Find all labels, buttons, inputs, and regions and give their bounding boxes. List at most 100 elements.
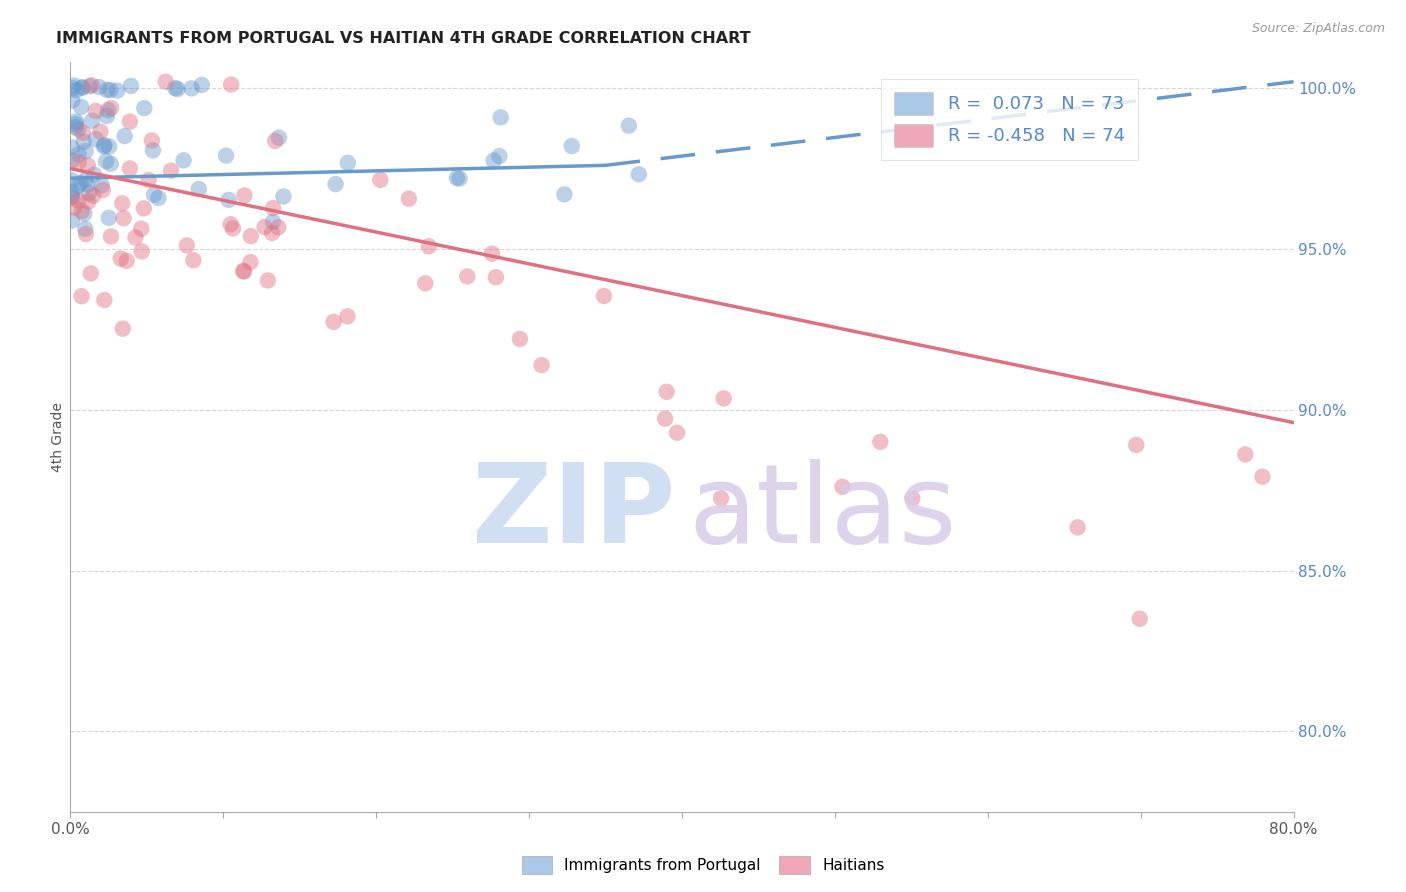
Point (180, 81, 202, 95)
Point (370, 173, 392, 187)
Point (75, 222, 97, 236)
Point (666, 425, 689, 440)
Point (67, 122, 90, 136)
Point (96, 109, 118, 123)
Point (98, 83, 121, 97)
Point (593, 289, 616, 303)
Point (70, 80, 93, 95)
Point (553, 187, 575, 202)
Point (124, 230, 146, 244)
Point (273, 189, 295, 203)
Point (160, 163, 183, 178)
Point (118, 161, 141, 176)
Point (253, 220, 276, 235)
Point (155, 75, 177, 89)
Point (105, 84, 128, 98)
Point (83, 168, 105, 182)
Point (60, 213, 83, 227)
Point (141, 133, 163, 147)
Point (67, 147, 90, 161)
Point (1129, 612, 1152, 626)
Text: atlas: atlas (688, 458, 956, 566)
Point (218, 193, 240, 207)
Point (118, 114, 141, 128)
Point (75, 144, 97, 158)
Point (65, 120, 87, 134)
Point (97, 103, 120, 118)
Point (1125, 438, 1147, 452)
Point (70, 204, 93, 219)
Point (1234, 447, 1257, 461)
Point (1066, 520, 1088, 534)
Point (530, 358, 553, 372)
Point (183, 253, 205, 268)
Point (60, 94, 83, 108)
Point (115, 253, 138, 268)
Point (142, 144, 165, 158)
Point (70, 289, 93, 303)
Point (262, 201, 284, 215)
Point (418, 239, 440, 253)
Point (509, 332, 531, 346)
Point (869, 434, 891, 449)
Point (485, 270, 508, 285)
Point (398, 192, 420, 206)
Point (96, 83, 118, 97)
Legend: Immigrants from Portugal, Haitians: Immigrants from Portugal, Haitians (516, 850, 890, 880)
Point (93, 138, 115, 153)
Point (76, 158, 98, 172)
Point (132, 202, 155, 216)
Point (264, 134, 287, 148)
Point (325, 177, 347, 191)
Legend: R =  0.073   N = 73, R = -0.458   N = 74: R = 0.073 N = 73, R = -0.458 N = 74 (882, 79, 1137, 160)
Point (72, 126, 94, 140)
Point (134, 101, 156, 115)
Point (80, 267, 103, 281)
Point (561, 139, 583, 153)
Point (100, 157, 122, 171)
Point (617, 119, 640, 133)
Text: IMMIGRANTS FROM PORTUGAL VS HAITIAN 4TH GRADE CORRELATION CHART: IMMIGRANTS FROM PORTUGAL VS HAITIAN 4TH … (56, 31, 751, 46)
Point (232, 264, 254, 278)
Point (120, 78, 142, 93)
Point (489, 111, 512, 125)
Text: ZIP: ZIP (472, 458, 676, 566)
Point (322, 315, 344, 329)
Point (111, 321, 134, 335)
Point (70, 100, 93, 114)
Point (67, 155, 90, 169)
Point (173, 153, 195, 168)
Point (482, 153, 505, 168)
Point (456, 269, 478, 284)
Point (138, 173, 160, 187)
Point (75, 172, 97, 186)
Point (63, 78, 86, 93)
Point (84, 103, 107, 118)
Point (97, 211, 120, 225)
Point (710, 491, 733, 506)
Point (336, 156, 359, 170)
Point (239, 229, 262, 244)
Point (82, 188, 104, 202)
Point (239, 255, 262, 269)
Point (80, 113, 103, 128)
Point (129, 221, 152, 235)
Point (79, 79, 101, 94)
Point (76, 178, 98, 192)
Point (191, 78, 214, 92)
Point (62, 191, 84, 205)
Point (94, 154, 117, 169)
Point (63, 201, 86, 215)
Point (627, 167, 650, 181)
Point (262, 215, 284, 229)
Point (446, 170, 468, 185)
Text: Source: ZipAtlas.com: Source: ZipAtlas.com (1251, 22, 1385, 36)
Point (1251, 469, 1274, 483)
Point (98, 139, 121, 153)
Point (62, 81, 84, 95)
Point (215, 148, 238, 162)
Point (148, 191, 170, 205)
Point (222, 221, 245, 235)
Point (257, 273, 280, 287)
Point (267, 220, 290, 235)
